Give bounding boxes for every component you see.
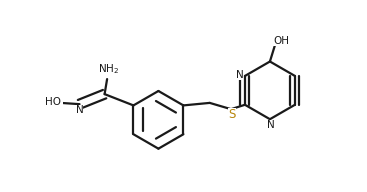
- Text: N: N: [267, 120, 275, 130]
- Text: S: S: [228, 108, 236, 121]
- Text: HO: HO: [45, 97, 61, 107]
- Text: N: N: [236, 70, 243, 80]
- Text: NH$_2$: NH$_2$: [98, 62, 119, 76]
- Text: OH: OH: [273, 36, 289, 46]
- Text: N: N: [76, 105, 83, 115]
